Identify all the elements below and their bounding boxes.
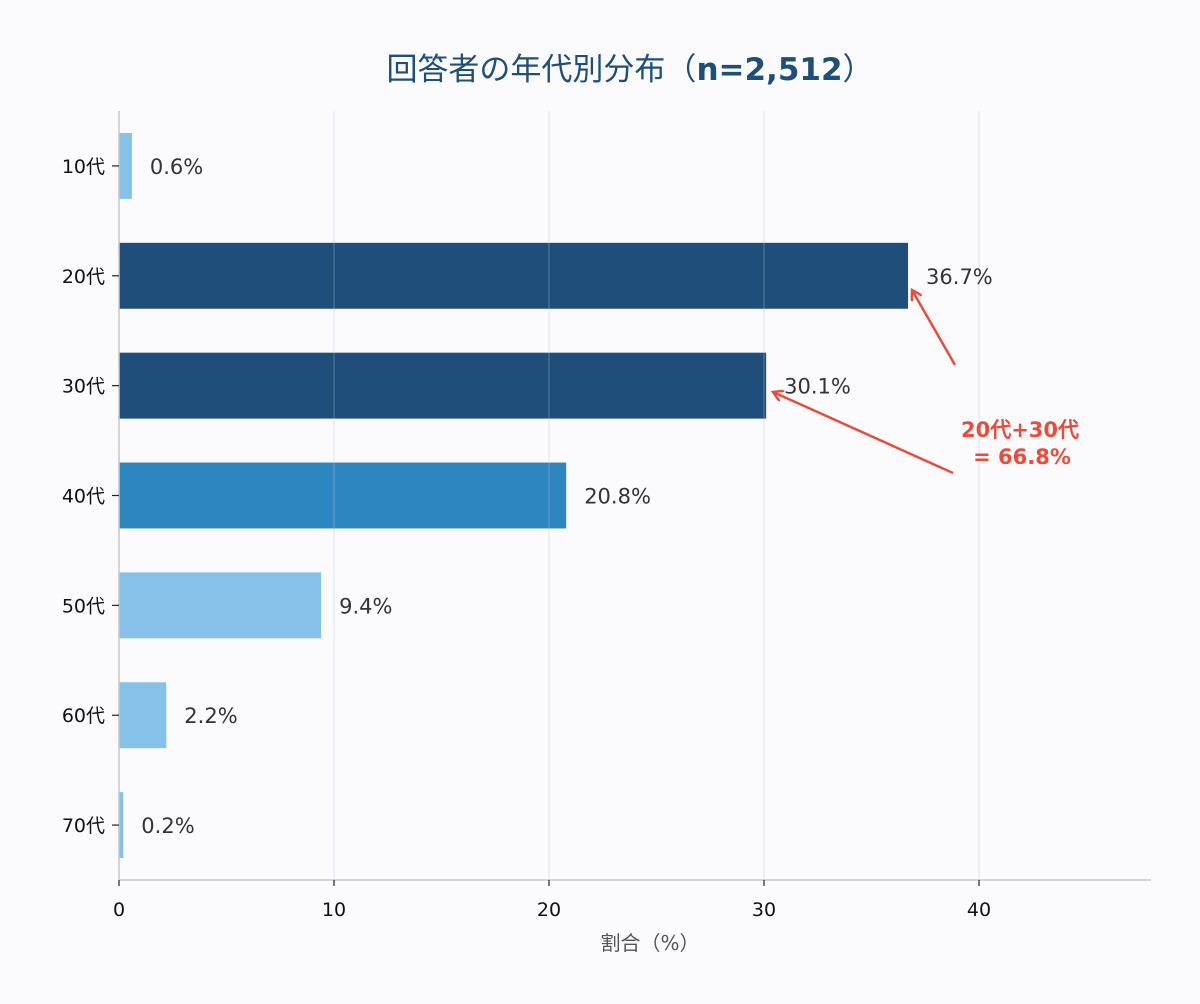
bar bbox=[119, 352, 767, 419]
y-tick-label: 70代 bbox=[62, 815, 105, 837]
y-tick-label: 20代 bbox=[62, 266, 105, 288]
bar bbox=[119, 792, 124, 859]
value-label: 0.2% bbox=[141, 814, 194, 838]
value-label: 9.4% bbox=[339, 594, 392, 618]
chart-title: 回答者の年代別分布（n=2,512） bbox=[0, 44, 1200, 89]
x-tick-label: 40 bbox=[967, 899, 991, 921]
x-axis-label: 割合（%） bbox=[600, 931, 699, 955]
title-main: 回答者の年代別分布（ bbox=[386, 52, 697, 88]
title-sample-size: n=2,512 bbox=[696, 52, 843, 88]
bar bbox=[119, 462, 567, 529]
title-close: ） bbox=[842, 52, 874, 88]
x-tick-label: 0 bbox=[113, 899, 125, 921]
y-tick-label: 50代 bbox=[62, 595, 105, 617]
bar bbox=[119, 242, 909, 309]
bar bbox=[119, 572, 322, 639]
value-label: 0.6% bbox=[150, 155, 203, 179]
x-tick-label: 30 bbox=[752, 899, 776, 921]
y-tick-label: 40代 bbox=[62, 486, 105, 508]
value-label: 30.1% bbox=[784, 375, 851, 399]
value-label: 2.2% bbox=[184, 704, 237, 728]
y-tick-label: 10代 bbox=[62, 156, 105, 178]
x-tick-label: 20 bbox=[537, 899, 561, 921]
y-tick-label: 60代 bbox=[62, 705, 105, 727]
annotation-arrow-30s bbox=[773, 392, 954, 475]
value-label: 36.7% bbox=[926, 265, 993, 289]
bar bbox=[119, 682, 167, 749]
annotation-arrow-20s bbox=[912, 290, 957, 366]
y-tick-label: 30代 bbox=[62, 376, 105, 398]
x-tick-label: 10 bbox=[322, 899, 346, 921]
bar bbox=[119, 132, 132, 199]
annotation-text-line2: = 66.8% bbox=[973, 445, 1071, 469]
annotation-text-line1: 20代+30代 bbox=[961, 418, 1079, 442]
value-label: 20.8% bbox=[584, 485, 651, 509]
